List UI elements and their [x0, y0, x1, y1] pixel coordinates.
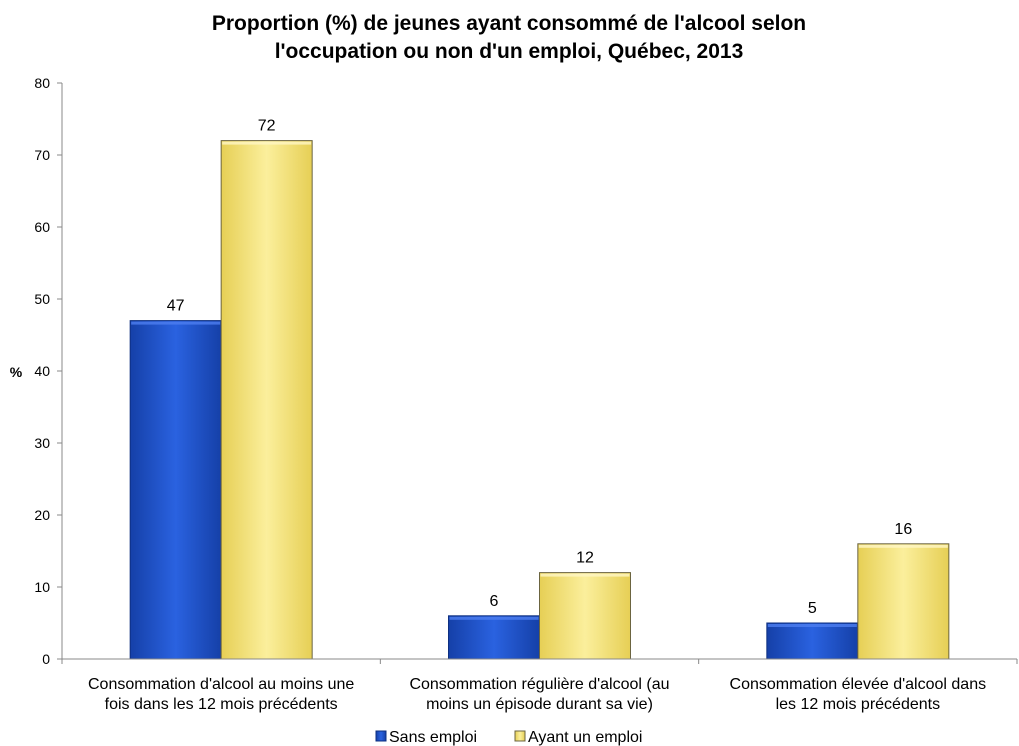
bars — [129, 140, 950, 660]
data-label: 72 — [258, 118, 276, 135]
category-label: Consommation élevée d'alcool dans — [730, 676, 987, 693]
bar-highlight — [858, 544, 948, 548]
category-label: Consommation d'alcool au moins une — [88, 676, 354, 693]
y-tick-label: 80 — [34, 75, 50, 91]
value-labels: 47 72 6 12 5 16 — [167, 118, 913, 617]
y-tick-label: 0 — [42, 651, 50, 667]
bar-sans-emploi — [448, 615, 540, 660]
data-label: 16 — [894, 521, 912, 538]
legend-swatch-ayant-un-emploi — [514, 730, 526, 742]
y-tick-label: 50 — [34, 291, 50, 307]
y-tick-label: 20 — [34, 507, 50, 523]
category-label: Consommation régulière d'alcool (au — [409, 676, 669, 693]
category-label: moins un épisode durant sa vie) — [426, 696, 653, 713]
y-tick-label: 10 — [34, 579, 50, 595]
legend-label: Sans emploi — [389, 729, 477, 746]
data-label: 12 — [576, 550, 594, 567]
bar-highlight — [540, 573, 630, 577]
chart-title-line-2: l'occupation ou non d'un emploi, Québec,… — [275, 40, 744, 63]
legend-label: Ayant un emploi — [528, 729, 642, 746]
category-label: fois dans les 12 mois précédents — [105, 696, 338, 713]
data-label: 47 — [167, 298, 185, 315]
bar-highlight — [449, 616, 539, 620]
legend-swatch-sans-emploi — [375, 730, 387, 742]
y-tick-label: 30 — [34, 435, 50, 451]
bar-sans-emploi — [129, 320, 222, 660]
y-axis-label: % — [10, 364, 23, 380]
bar-highlight — [222, 141, 312, 145]
bar-ayant-un-emploi — [857, 543, 950, 660]
y-tick-label: 40 — [34, 363, 50, 379]
x-axis: Consommation d'alcool au moins une fois d… — [61, 659, 1018, 713]
bar-sans-emploi — [766, 622, 859, 660]
bar-highlight — [767, 624, 857, 627]
bar-highlight — [131, 321, 221, 325]
bar-ayant-un-emploi — [539, 572, 631, 660]
y-axis: 0 10 20 30 40 50 60 70 80 — [34, 75, 62, 667]
data-label: 6 — [490, 593, 499, 610]
category-label: les 12 mois précédents — [776, 696, 941, 713]
data-label: 5 — [808, 600, 817, 617]
legend: Sans emploi Ayant un emploi — [375, 729, 642, 746]
chart-title-line-1: Proportion (%) de jeunes ayant consommé … — [212, 12, 806, 35]
y-tick-label: 60 — [34, 219, 50, 235]
bar-ayant-un-emploi — [220, 140, 313, 660]
y-tick-label: 70 — [34, 147, 50, 163]
